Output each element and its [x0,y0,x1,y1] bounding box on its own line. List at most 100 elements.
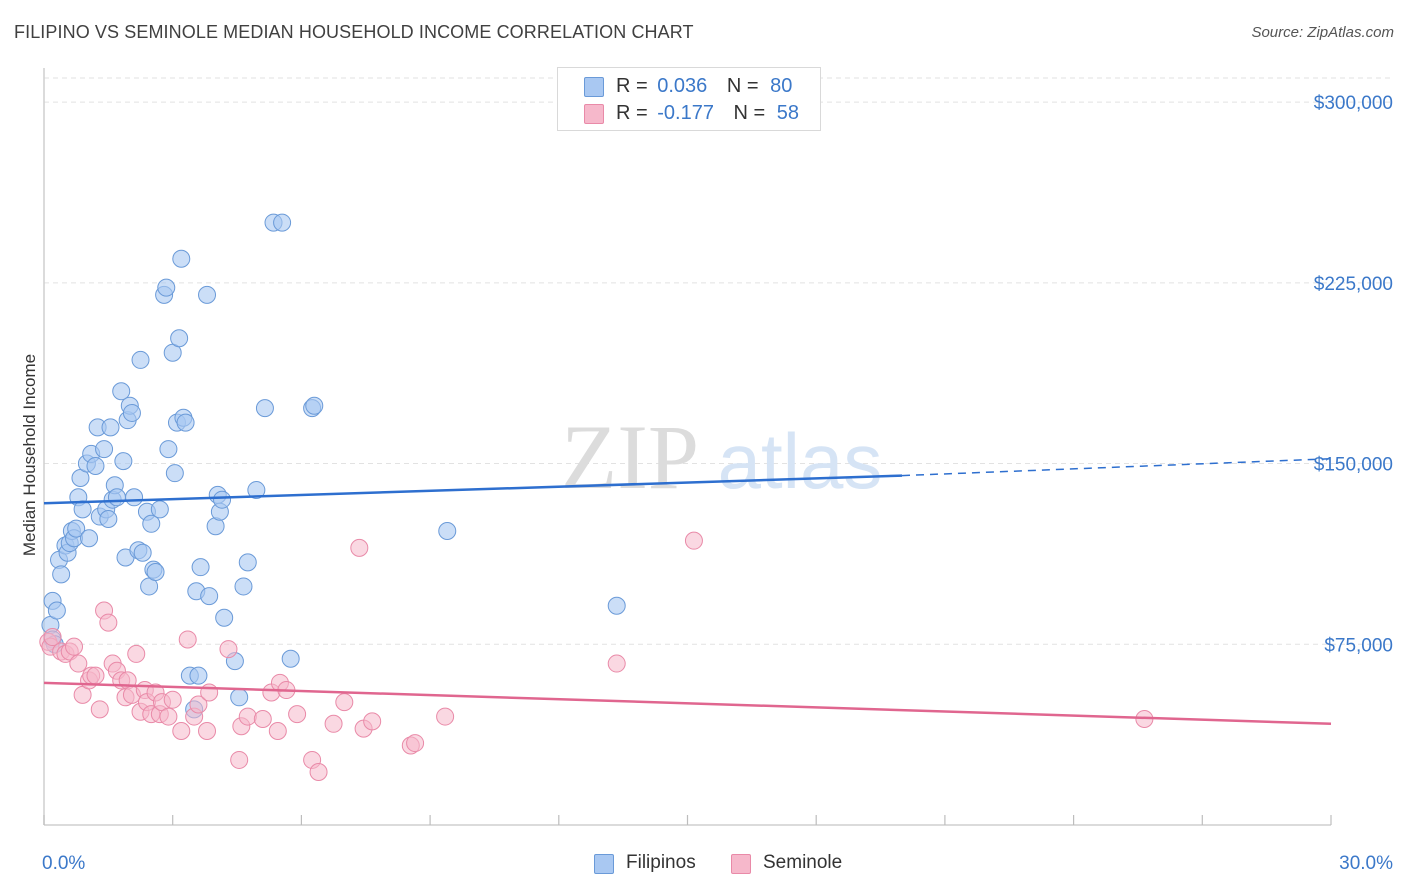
filipinos-point [101,418,120,437]
filipinos-point [234,577,253,596]
seminole-point [436,707,455,726]
filipinos-point [305,396,324,415]
filipinos-point [67,519,86,538]
filipinos-point [95,440,114,459]
filipinos-point [255,399,274,418]
seminole-point [335,693,354,712]
filipinos-point [157,278,176,297]
filipinos-point [213,490,232,509]
watermark-zip: ZIP [561,406,699,508]
seminole-point [268,722,287,741]
filipinos-point [47,601,66,620]
y-tick-label: $225,000 [1314,274,1393,295]
filipinos-point [131,350,150,369]
filipinos-point [215,608,234,627]
legend-n-value: 80 [770,75,793,97]
bottom-legend-swatch-blue [594,854,614,874]
filipinos-point [238,553,257,572]
filipinos-point [170,329,189,348]
legend-n-label: N = [733,102,766,124]
seminole-point [198,722,217,741]
seminole-point [159,707,178,726]
filipinos-point [281,649,300,668]
seminole-point [43,628,62,647]
legend-r-label: R = [616,102,648,124]
seminole-point [200,683,219,702]
x-tick-label: 0.0% [42,853,85,874]
legend-swatch-pink [584,104,604,124]
filipinos-point [607,596,626,615]
seminole-points [39,531,1154,781]
trend-lines [43,457,1332,726]
chart-title: FILIPINO VS SEMINOLE MEDIAN HOUSEHOLD IN… [14,22,694,42]
correlation-legend: R = 0.036 N = 80 R = -0.177 N = 58 [557,67,821,131]
seminole-point [99,613,118,632]
filipinos-point [107,488,126,507]
tick-labels: $75,000 $150,000 $225,000 $300,000 0.0% 30.0% [42,93,1393,874]
seminole-point [309,762,328,781]
seminole-point [90,700,109,719]
seminole-point [69,654,88,673]
filipinos-point [142,514,161,533]
seminole-point [324,714,343,733]
legend-n-label: N = [726,75,759,97]
filipinos-point [273,213,292,232]
filipinos-point [86,456,105,475]
bottom-legend-label: Filipinos [626,852,696,873]
x-tick-label: 30.0% [1339,853,1393,874]
seminole-point [86,666,105,685]
filipinos-point [133,543,152,562]
seminole-point [127,644,146,663]
seminole-point [172,722,191,741]
filipinos-point [438,522,457,541]
filipinos-point [165,464,184,483]
seminole-point [238,707,257,726]
seminole-point [350,538,369,557]
filipinos-point [52,565,71,584]
filipinos-points [41,213,626,719]
y-tick-label: $300,000 [1314,93,1393,114]
filipinos-trend-line [43,474,903,505]
source-label: Source: ZipAtlas.com [1251,24,1394,41]
seminole-point [288,705,307,724]
seminole-point [684,531,703,550]
filipinos-point [198,285,217,304]
filipinos-point [146,562,165,581]
seminole-point [189,695,208,714]
legend-r-label: R = [616,75,648,97]
filipinos-point [172,249,191,268]
filipinos-point [114,452,133,471]
filipinos-point [247,481,266,500]
filipinos-point [80,529,99,548]
bottom-legend-label: Seminole [763,852,843,873]
legend-n-value: 58 [776,102,800,124]
seminole-point [363,712,382,731]
seminole-point [607,654,626,673]
filipinos-point [191,558,210,577]
axes [43,68,1332,826]
seminole-point [65,637,84,656]
filipinos-point [230,688,249,707]
y-tick-label: $150,000 [1314,455,1393,476]
filipinos-point [99,509,118,528]
seminole-point [219,640,238,659]
watermark-atlas: atlas [718,417,883,505]
y-tick-label: $75,000 [1324,635,1393,656]
bottom-legend-swatch-pink [731,854,751,874]
filipinos-point [112,382,131,401]
filipinos-point [189,666,208,685]
filipinos-point [122,403,141,422]
filipinos-point [200,587,219,606]
seminole-point [178,630,197,649]
legend-swatch-blue [584,77,604,97]
watermark: ZIP atlas [561,406,882,508]
filipinos-point [159,440,178,459]
filipinos-point [176,413,195,432]
seminole-point [163,690,182,709]
legend-r-value: 0.036 [657,75,708,97]
seminole-trend-line [43,681,1332,726]
seminole-point [253,709,272,728]
filipinos-point [150,500,169,519]
seminole-point [406,734,425,753]
